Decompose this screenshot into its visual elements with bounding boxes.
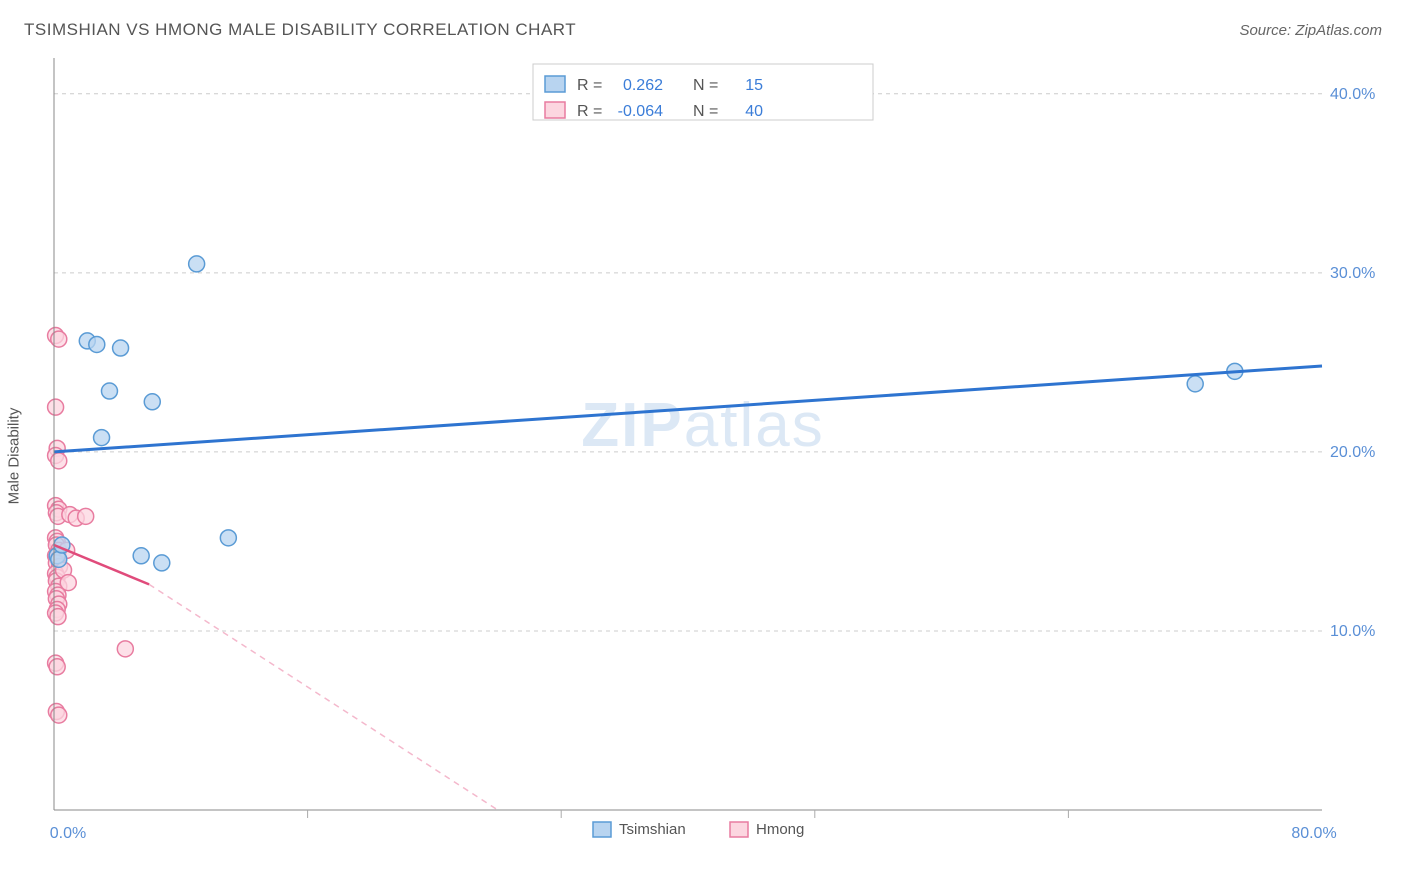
svg-text:40: 40 bbox=[745, 103, 763, 120]
svg-text:0.0%: 0.0% bbox=[50, 825, 86, 842]
svg-text:0.262: 0.262 bbox=[623, 77, 663, 94]
chart-area: Male Disability ZIPatlas10.0%20.0%30.0%4… bbox=[24, 50, 1382, 862]
svg-text:Hmong: Hmong bbox=[756, 821, 804, 838]
svg-text:N =: N = bbox=[693, 77, 718, 94]
svg-text:Tsimshian: Tsimshian bbox=[619, 821, 686, 838]
svg-text:R =: R = bbox=[577, 103, 602, 120]
chart-title: TSIMSHIAN VS HMONG MALE DISABILITY CORRE… bbox=[24, 20, 576, 40]
scatter-chart: ZIPatlas10.0%20.0%30.0%40.0%0.0%80.0%R =… bbox=[24, 50, 1382, 862]
svg-text:30.0%: 30.0% bbox=[1330, 265, 1375, 282]
svg-text:15: 15 bbox=[745, 77, 763, 94]
svg-text:40.0%: 40.0% bbox=[1330, 86, 1375, 103]
chart-source: Source: ZipAtlas.com bbox=[1239, 22, 1382, 39]
svg-text:N =: N = bbox=[693, 103, 718, 120]
svg-text:-0.064: -0.064 bbox=[618, 103, 663, 120]
y-axis-label: Male Disability bbox=[6, 408, 23, 505]
svg-text:10.0%: 10.0% bbox=[1330, 623, 1375, 640]
svg-text:R =: R = bbox=[577, 77, 602, 94]
svg-text:80.0%: 80.0% bbox=[1291, 825, 1336, 842]
svg-text:20.0%: 20.0% bbox=[1330, 444, 1375, 461]
